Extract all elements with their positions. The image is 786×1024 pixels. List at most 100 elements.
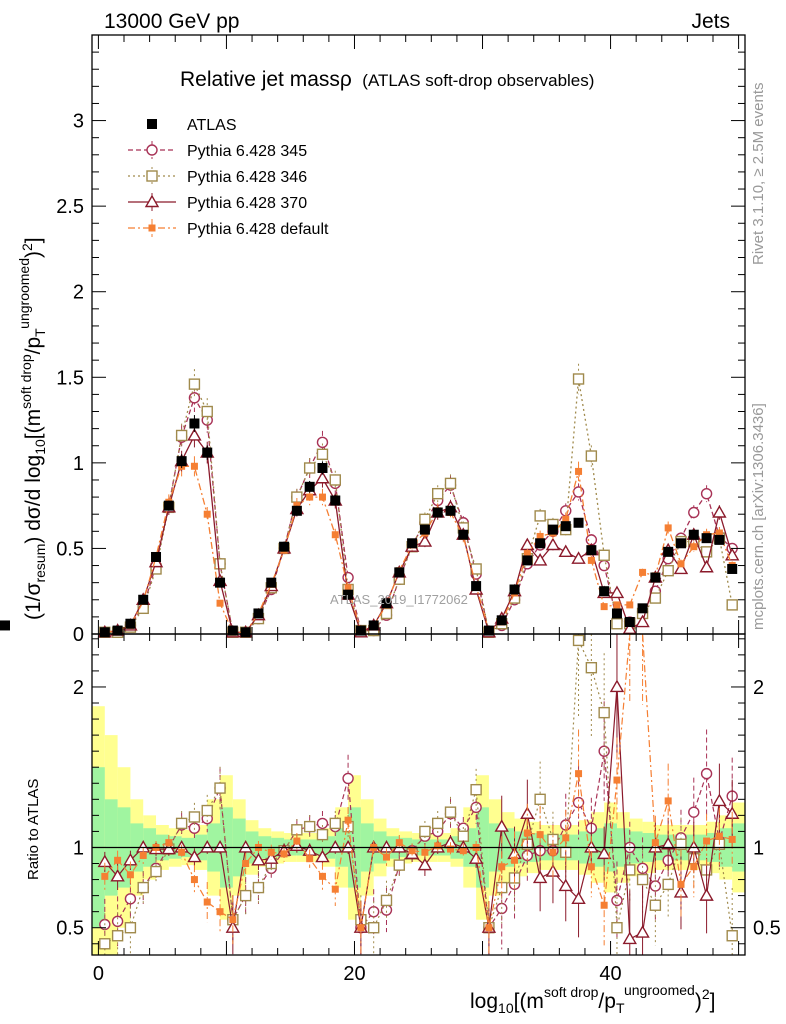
data-point	[699, 888, 714, 901]
data-point	[330, 495, 341, 506]
data-point	[214, 782, 226, 794]
data-point	[600, 603, 608, 611]
data-point	[316, 436, 329, 449]
tick-layer: 00.511.522.530.5 0.51 12 20 20 40	[56, 35, 781, 985]
data-point	[575, 770, 583, 778]
data-point	[673, 561, 689, 575]
data-point	[468, 851, 484, 864]
data-point	[651, 839, 659, 847]
data-point	[99, 627, 110, 638]
data-point	[636, 862, 649, 875]
series-line	[104, 378, 733, 634]
ratio-y-tick-label: 2	[73, 677, 84, 699]
data-point	[700, 546, 713, 558]
legend-label: Pythia 6.428 370	[187, 195, 307, 212]
legend-label: Pythia 6.428 346	[187, 169, 307, 186]
data-point	[306, 855, 314, 863]
data-point	[432, 817, 444, 830]
data-point	[728, 835, 736, 843]
data-point	[635, 614, 650, 628]
ratio-y-tick-label-right: 0.5	[753, 918, 781, 940]
data-point	[126, 871, 134, 879]
data-point	[626, 601, 634, 609]
data-point	[677, 880, 685, 888]
data-point	[635, 925, 650, 938]
data-point	[726, 599, 738, 611]
data-point	[188, 811, 201, 823]
legend-label: ATLAS	[187, 117, 237, 134]
data-point	[562, 515, 570, 523]
main-y-tick-label: 1.5	[56, 367, 84, 389]
data-point	[637, 603, 648, 614]
data-point	[187, 428, 202, 441]
plot-title: Relative jet massρ (ATLAS soft-drop obse…	[180, 68, 594, 91]
plot-title-sub: (ATLAS soft-drop observables)	[362, 71, 594, 90]
data-point	[688, 529, 699, 540]
legend-marker	[147, 119, 157, 129]
data-point	[125, 618, 136, 629]
main-series-atlas	[0, 415, 738, 638]
energy-label: 13000 GeV pp	[104, 10, 239, 33]
data-point	[715, 832, 723, 840]
data-point	[201, 405, 213, 418]
data-point	[549, 848, 557, 856]
data-point	[315, 470, 330, 484]
data-point	[690, 543, 698, 551]
ratio-frame	[91, 633, 746, 956]
data-point	[545, 537, 561, 551]
data-point	[393, 859, 405, 871]
data-point	[715, 529, 723, 537]
legend-entry: Pythia 6.428 346	[128, 167, 307, 186]
data-point	[214, 558, 226, 570]
data-point	[419, 513, 431, 526]
data-point	[523, 829, 531, 837]
data-point	[535, 538, 546, 549]
data-point	[165, 839, 173, 847]
data-point	[111, 930, 124, 942]
x-axis-label: log10[(msoft drop/pTungroomed)2]	[470, 982, 715, 1016]
data-point	[178, 848, 186, 856]
data-point	[432, 487, 444, 500]
data-point	[201, 804, 213, 817]
data-point	[161, 841, 177, 855]
data-point	[318, 493, 326, 501]
data-point	[558, 544, 573, 558]
data-point	[344, 584, 352, 592]
data-point	[200, 840, 215, 853]
data-point	[498, 863, 506, 871]
data-point	[470, 783, 482, 796]
data-point	[611, 894, 623, 907]
data-point	[421, 848, 429, 856]
data-point	[151, 551, 162, 562]
data-point	[124, 893, 137, 905]
data-point	[600, 901, 608, 909]
x-tick-label: 40	[599, 963, 621, 985]
data-point	[407, 538, 418, 549]
data-point	[138, 594, 149, 605]
data-point	[611, 618, 623, 630]
data-point	[239, 889, 252, 902]
data-point	[688, 506, 700, 519]
data-point	[471, 581, 482, 592]
data-point	[611, 922, 623, 934]
series-line	[104, 465, 733, 633]
data-point	[650, 572, 661, 583]
data-point	[444, 477, 457, 490]
data-point	[522, 555, 533, 566]
main-y-tick-label: 0	[73, 624, 84, 646]
data-point	[572, 373, 585, 385]
data-point	[124, 922, 137, 934]
data-point	[343, 589, 354, 600]
data-point	[114, 856, 122, 864]
data-point	[368, 620, 379, 631]
data-point	[342, 571, 354, 584]
data-point	[496, 615, 507, 626]
data-point	[558, 878, 573, 892]
data-point	[110, 868, 125, 882]
data-point	[101, 872, 109, 880]
legend-entry: Pythia 6.428 370	[128, 193, 307, 212]
plot-title-main: Relative jet massρ	[180, 68, 352, 91]
main-y-tick-label: 2	[73, 282, 84, 304]
data-point	[267, 848, 275, 856]
data-point	[432, 507, 443, 518]
